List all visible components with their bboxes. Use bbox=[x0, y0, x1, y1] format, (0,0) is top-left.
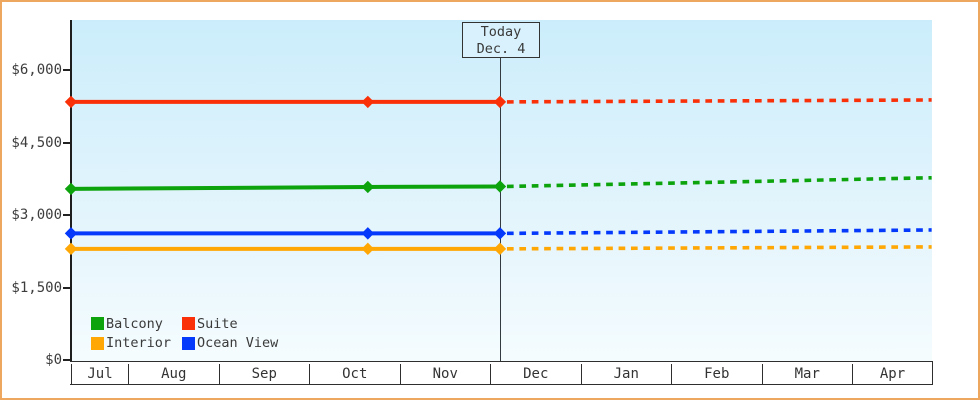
month-cell-feb: Feb bbox=[671, 363, 762, 384]
y-axis-line bbox=[69, 20, 72, 361]
month-cell-oct: Oct bbox=[309, 363, 400, 384]
today-label: Today bbox=[480, 24, 522, 40]
month-cell-nov: Nov bbox=[399, 363, 490, 384]
y-tick-mark bbox=[63, 359, 70, 361]
legend-label: Balcony bbox=[106, 315, 163, 332]
y-tick-mark bbox=[63, 286, 70, 289]
legend-label: Ocean View bbox=[197, 335, 279, 352]
x-axis-month-row: Jul Aug Sep Oct Nov Dec Jan Feb Mar Apr bbox=[70, 361, 933, 385]
legend-swatch-icon bbox=[91, 317, 104, 331]
legend-item-balcony: Balcony bbox=[91, 316, 182, 332]
today-annotation-box: Today Dec. 4 bbox=[462, 22, 540, 58]
legend-item-suite: Suite bbox=[182, 316, 278, 332]
legend-label: Suite bbox=[197, 315, 238, 332]
today-date: Dec. 4 bbox=[476, 41, 526, 57]
y-tick-label: $4,500 bbox=[11, 134, 62, 151]
month-cell-sep: Sep bbox=[218, 363, 309, 384]
legend-swatch-icon bbox=[182, 336, 195, 350]
legend-swatch-icon bbox=[91, 336, 104, 350]
legend-item-interior: Interior bbox=[91, 335, 182, 351]
month-cell-jan: Jan bbox=[580, 363, 671, 384]
month-cell-aug: Aug bbox=[128, 363, 219, 384]
y-tick-label: $0 bbox=[45, 352, 62, 368]
legend-swatch-icon bbox=[182, 317, 195, 331]
legend-label: Interior bbox=[106, 335, 172, 352]
y-tick-label: $6,000 bbox=[11, 62, 62, 78]
y-tick-mark bbox=[63, 214, 70, 216]
y-tick-mark bbox=[63, 69, 70, 71]
y-tick-label: $3,000 bbox=[11, 207, 62, 223]
month-cell-apr: Apr bbox=[852, 363, 932, 384]
month-cell-dec: Dec bbox=[490, 363, 581, 384]
month-cell-jul: Jul bbox=[71, 363, 128, 384]
today-vertical-line bbox=[499, 57, 502, 361]
legend-item-ocean-view: Ocean View bbox=[182, 335, 278, 351]
month-cell-mar: Mar bbox=[761, 363, 852, 384]
legend: Balcony Suite Interior Ocean View bbox=[91, 314, 278, 353]
y-tick-mark bbox=[63, 141, 70, 144]
plot-area bbox=[71, 20, 932, 361]
y-tick-label: $1,500 bbox=[11, 279, 62, 296]
